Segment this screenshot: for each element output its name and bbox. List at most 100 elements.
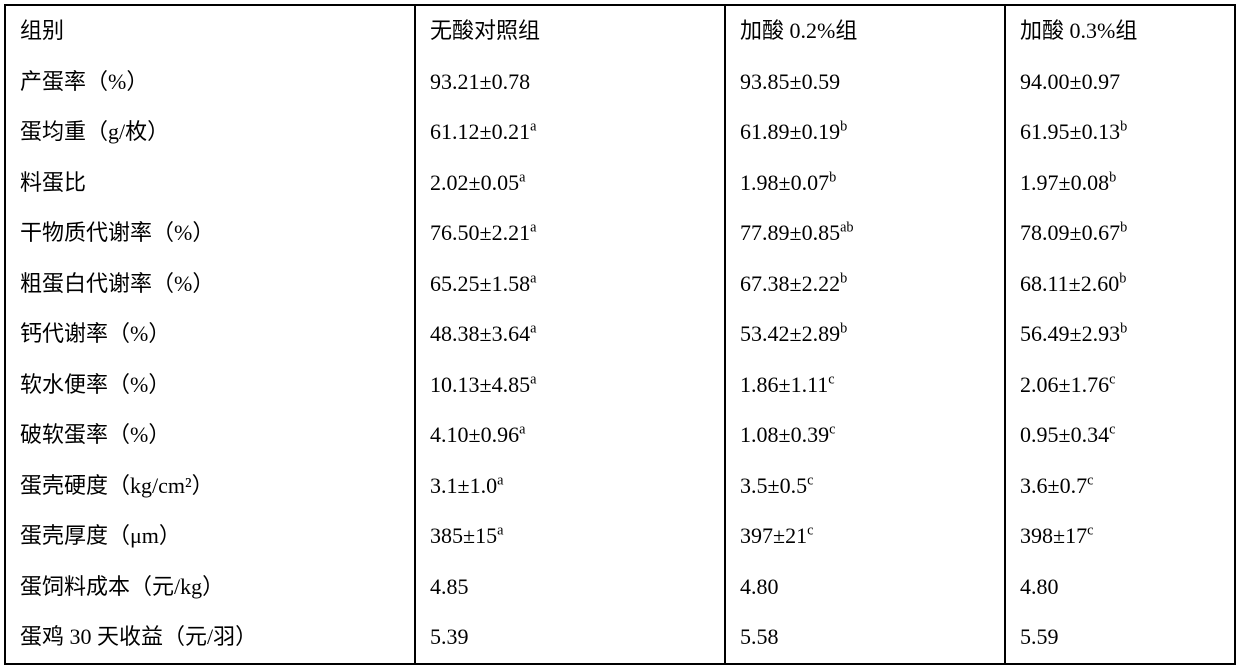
data-table: 组别 无酸对照组 加酸 0.2%组 加酸 0.3%组 产蛋率（%） 93.21±… [4,4,1236,665]
cell-acid03: 61.95±0.13b [1005,107,1235,158]
cell-value: 77.89±0.85 [740,220,840,245]
cell-acid02: 1.08±0.39c [725,410,1005,461]
cell-value: 3.6±0.7 [1020,473,1087,498]
cell-control: 65.25±1.58a [415,259,725,310]
table-row: 蛋壳硬度（kg/cm²） 3.1±1.0a 3.5±0.5c 3.6±0.7c [5,461,1235,512]
cell-control: 93.21±0.78 [415,57,725,108]
cell-acid02: 61.89±0.19b [725,107,1005,158]
cell-value: 4.85 [430,574,469,599]
row-label: 料蛋比 [5,158,415,209]
cell-sup: a [519,422,525,438]
table-row: 蛋饲料成本（元/kg） 4.85 4.80 4.80 [5,562,1235,613]
cell-value: 1.86±1.11 [740,372,828,397]
cell-value: 397±21 [740,523,807,548]
cell-control: 4.85 [415,562,725,613]
cell-sup: c [829,422,835,438]
table-row: 软水便率（%） 10.13±4.85a 1.86±1.11c 2.06±1.76… [5,360,1235,411]
cell-value: 4.10±0.96 [430,422,519,447]
table-body: 组别 无酸对照组 加酸 0.2%组 加酸 0.3%组 产蛋率（%） 93.21±… [5,5,1235,664]
cell-sup: b [840,321,847,337]
cell-control: 5.39 [415,612,725,664]
cell-acid03: 94.00±0.97 [1005,57,1235,108]
cell-acid02: 93.85±0.59 [725,57,1005,108]
table-row: 干物质代谢率（%） 76.50±2.21a 77.89±0.85ab 78.09… [5,208,1235,259]
cell-control: 385±15a [415,511,725,562]
cell-acid02: 4.80 [725,562,1005,613]
cell-value: 61.89±0.19 [740,119,840,144]
cell-value: 93.85±0.59 [740,69,840,94]
table-row: 料蛋比 2.02±0.05a 1.98±0.07b 1.97±0.08b [5,158,1235,209]
cell-acid03: 1.97±0.08b [1005,158,1235,209]
cell-value: 385±15 [430,523,497,548]
cell-value: 398±17 [1020,523,1087,548]
cell-sup: a [519,169,525,185]
cell-value: 68.11±2.60 [1020,271,1119,296]
cell-sup: b [1109,169,1116,185]
cell-value: 61.12±0.21 [430,119,530,144]
cell-value: 5.59 [1020,624,1059,649]
cell-sup: c [1087,472,1093,488]
cell-sup: c [1109,371,1115,387]
cell-sup: b [1119,270,1126,286]
cell-value: 1.08±0.39 [740,422,829,447]
cell-acid03: 68.11±2.60b [1005,259,1235,310]
row-label: 软水便率（%） [5,360,415,411]
cell-value: 53.42±2.89 [740,321,840,346]
cell-value: 78.09±0.67 [1020,220,1120,245]
cell-sup: a [530,270,536,286]
col-header-acid02: 加酸 0.2%组 [725,5,1005,57]
table-row: 破软蛋率（%） 4.10±0.96a 1.08±0.39c 0.95±0.34c [5,410,1235,461]
cell-acid02: 53.42±2.89b [725,309,1005,360]
cell-acid02: 77.89±0.85ab [725,208,1005,259]
cell-acid02: 1.86±1.11c [725,360,1005,411]
table-row: 蛋壳厚度（μm） 385±15a 397±21c 398±17c [5,511,1235,562]
cell-value: 4.80 [740,574,779,599]
cell-control: 2.02±0.05a [415,158,725,209]
cell-value: 93.21±0.78 [430,69,530,94]
table-header-row: 组别 无酸对照组 加酸 0.2%组 加酸 0.3%组 [5,5,1235,57]
cell-value: 10.13±4.85 [430,372,530,397]
cell-sup: c [807,523,813,539]
col-header-acid03: 加酸 0.3%组 [1005,5,1235,57]
cell-value: 0.95±0.34 [1020,422,1109,447]
table-row: 蛋鸡 30 天收益（元/羽） 5.39 5.58 5.59 [5,612,1235,664]
cell-sup: a [530,220,536,236]
cell-value: 48.38±3.64 [430,321,530,346]
cell-sup: a [530,119,536,135]
table-row: 钙代谢率（%） 48.38±3.64a 53.42±2.89b 56.49±2.… [5,309,1235,360]
row-label: 蛋壳硬度（kg/cm²） [5,461,415,512]
cell-sup: b [1120,119,1127,135]
cell-acid03: 398±17c [1005,511,1235,562]
row-label: 干物质代谢率（%） [5,208,415,259]
cell-sup: b [1120,321,1127,337]
cell-control: 3.1±1.0a [415,461,725,512]
cell-acid02: 3.5±0.5c [725,461,1005,512]
cell-acid03: 2.06±1.76c [1005,360,1235,411]
row-label: 钙代谢率（%） [5,309,415,360]
cell-sup: a [497,523,503,539]
cell-acid02: 1.98±0.07b [725,158,1005,209]
row-label: 蛋饲料成本（元/kg） [5,562,415,613]
cell-acid02: 397±21c [725,511,1005,562]
cell-control: 48.38±3.64a [415,309,725,360]
row-label: 粗蛋白代谢率（%） [5,259,415,310]
cell-value: 76.50±2.21 [430,220,530,245]
cell-control: 10.13±4.85a [415,360,725,411]
cell-value: 4.80 [1020,574,1059,599]
cell-acid03: 0.95±0.34c [1005,410,1235,461]
row-label: 蛋鸡 30 天收益（元/羽） [5,612,415,664]
cell-acid03: 56.49±2.93b [1005,309,1235,360]
cell-acid03: 3.6±0.7c [1005,461,1235,512]
cell-value: 1.97±0.08 [1020,170,1109,195]
cell-sup: c [807,472,813,488]
row-label: 产蛋率（%） [5,57,415,108]
cell-value: 67.38±2.22 [740,271,840,296]
cell-acid03: 78.09±0.67b [1005,208,1235,259]
cell-control: 4.10±0.96a [415,410,725,461]
cell-sup: c [1087,523,1093,539]
cell-value: 2.02±0.05 [430,170,519,195]
cell-sup: b [840,270,847,286]
table-row: 蛋均重（g/枚） 61.12±0.21a 61.89±0.19b 61.95±0… [5,107,1235,158]
cell-value: 3.5±0.5 [740,473,807,498]
cell-sup: ab [840,220,854,236]
